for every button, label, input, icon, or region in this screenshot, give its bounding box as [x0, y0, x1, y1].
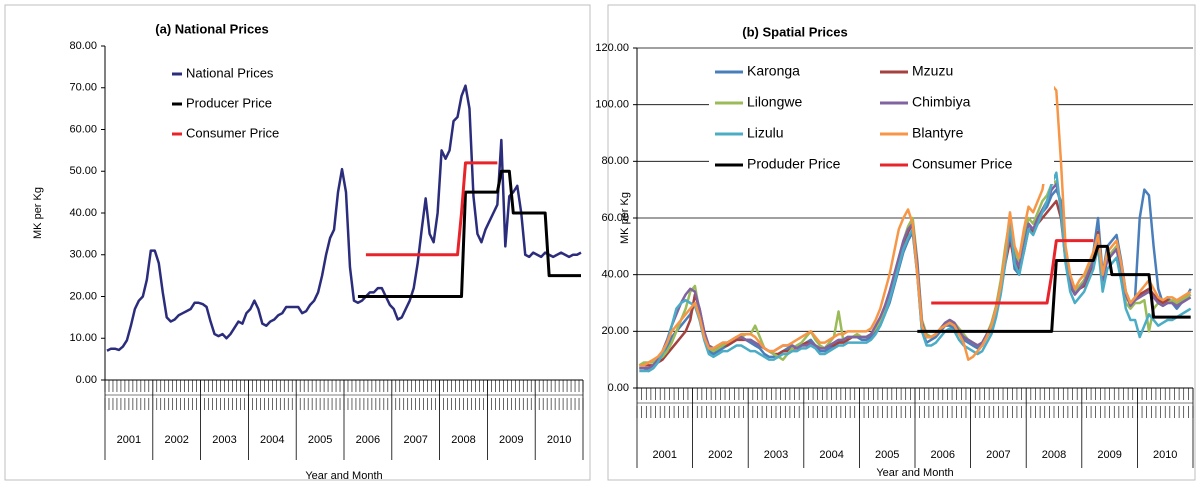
- series-line: [365, 161, 498, 257]
- y-tick-label: 50.00: [69, 165, 97, 177]
- y-tick-label: 40.00: [69, 207, 97, 219]
- legend-box: [709, 58, 1054, 184]
- legend-label: Produder Price: [747, 156, 841, 172]
- x-group-label: 2004: [260, 434, 284, 446]
- x-group-label: 2003: [212, 434, 236, 446]
- x-group-label: 2008: [1042, 449, 1066, 461]
- y-tick-label: 70.00: [69, 82, 97, 94]
- x-group-label: 2008: [451, 434, 475, 446]
- y-tick-label: 0.00: [76, 374, 97, 386]
- x-axis-title: Year and Month: [876, 467, 953, 479]
- chart-title: (b) Spatial Prices: [742, 24, 847, 39]
- x-group-label: 2001: [653, 449, 677, 461]
- legend-label: Chimbiya: [912, 94, 971, 110]
- legend-label: Blantyre: [912, 125, 964, 141]
- series-line: [357, 169, 582, 298]
- y-tick-label: 120.00: [595, 42, 629, 54]
- legend-label: Mzuzu: [912, 63, 953, 79]
- x-group-label: 2007: [986, 449, 1010, 461]
- series-line: [639, 83, 1192, 367]
- y-tick-label: 10.00: [69, 332, 97, 344]
- x-group-label: 2010: [1153, 449, 1177, 461]
- x-group-label: 2006: [356, 434, 380, 446]
- x-group-label: 2009: [1097, 449, 1121, 461]
- chart-title: (a) National Prices: [155, 21, 268, 36]
- legend-label: Lizulu: [747, 125, 784, 141]
- x-group-label: 2007: [403, 434, 427, 446]
- x-group-label: 2004: [819, 449, 843, 461]
- series-line: [106, 84, 582, 352]
- y-tick-label: 0.00: [608, 382, 629, 394]
- legend-label: National Prices: [186, 65, 274, 80]
- y-axis-title: MK per Kg: [32, 187, 44, 239]
- legend-label: Producer Price: [186, 95, 272, 110]
- y-tick-label: 20.00: [601, 325, 629, 337]
- legend-label: Consumer Price: [912, 156, 1013, 172]
- y-tick-label: 100.00: [595, 99, 629, 111]
- x-group-label: 2005: [875, 449, 899, 461]
- x-axis-title: Year and Month: [305, 470, 382, 482]
- x-group-label: 2002: [164, 434, 188, 446]
- legend-label: Karonga: [747, 63, 800, 79]
- x-group-label: 2001: [117, 434, 141, 446]
- y-tick-label: 20.00: [69, 290, 97, 302]
- x-group-label: 2006: [931, 449, 955, 461]
- y-tick-label: 40.00: [601, 269, 629, 281]
- panel-frame: [4, 4, 591, 481]
- legend-label: Lilongwe: [747, 94, 802, 110]
- series-line: [931, 239, 1094, 305]
- y-tick-label: 80.00: [601, 155, 629, 167]
- y-tick-label: 60.00: [69, 123, 97, 135]
- series-line: [917, 244, 1191, 333]
- legend-label: Consumer Price: [186, 125, 279, 140]
- x-group-label: 2002: [708, 449, 732, 461]
- y-axis-title: MK per Kg: [619, 192, 631, 244]
- y-tick-label: 30.00: [69, 249, 97, 261]
- x-group-label: 2009: [499, 434, 523, 446]
- x-group-label: 2010: [547, 434, 571, 446]
- x-group-label: 2003: [764, 449, 788, 461]
- x-group-label: 2005: [308, 434, 332, 446]
- y-tick-label: 60.00: [601, 212, 629, 224]
- y-tick-label: 80.00: [69, 40, 97, 52]
